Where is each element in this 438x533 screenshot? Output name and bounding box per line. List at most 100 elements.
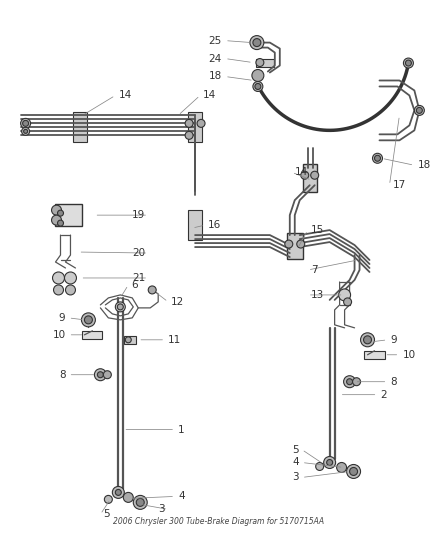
- Circle shape: [53, 272, 64, 284]
- Circle shape: [185, 119, 193, 127]
- Circle shape: [24, 130, 28, 133]
- Text: 2006 Chrysler 300 Tube-Brake Diagram for 5170715AA: 2006 Chrysler 300 Tube-Brake Diagram for…: [113, 518, 325, 526]
- Circle shape: [250, 36, 264, 50]
- Circle shape: [57, 220, 64, 226]
- Text: 14: 14: [295, 167, 308, 177]
- Circle shape: [256, 59, 264, 67]
- Circle shape: [85, 316, 92, 324]
- Circle shape: [374, 155, 381, 161]
- Text: 2: 2: [381, 390, 387, 400]
- Circle shape: [343, 298, 352, 306]
- Circle shape: [112, 487, 124, 498]
- Circle shape: [252, 69, 264, 82]
- Circle shape: [337, 463, 346, 472]
- Circle shape: [57, 210, 64, 216]
- Text: 15: 15: [311, 225, 324, 235]
- Circle shape: [301, 171, 309, 179]
- Circle shape: [324, 456, 336, 469]
- Text: 24: 24: [209, 53, 222, 63]
- Text: 11: 11: [168, 335, 181, 345]
- Circle shape: [52, 205, 61, 215]
- Bar: [303, 164, 317, 192]
- Text: 8: 8: [59, 370, 66, 379]
- Text: 6: 6: [131, 280, 138, 290]
- Bar: [287, 233, 303, 259]
- Text: 8: 8: [390, 377, 397, 387]
- Circle shape: [372, 154, 382, 163]
- Bar: [188, 210, 202, 240]
- Circle shape: [53, 285, 64, 295]
- Bar: [74, 112, 88, 142]
- Text: 19: 19: [132, 210, 145, 220]
- Circle shape: [125, 337, 131, 343]
- Circle shape: [311, 171, 319, 179]
- Circle shape: [133, 495, 147, 510]
- Circle shape: [316, 463, 324, 471]
- Circle shape: [339, 289, 350, 301]
- Text: 4: 4: [292, 457, 299, 467]
- Circle shape: [350, 467, 357, 475]
- Circle shape: [136, 498, 144, 506]
- Bar: [364, 351, 385, 359]
- Text: 9: 9: [59, 313, 66, 323]
- Text: 10: 10: [403, 350, 416, 360]
- Text: 25: 25: [209, 36, 222, 46]
- Text: 20: 20: [132, 248, 145, 258]
- Circle shape: [23, 120, 28, 126]
- Text: 14: 14: [118, 91, 131, 100]
- Text: 18: 18: [417, 160, 431, 170]
- Text: 7: 7: [311, 265, 318, 275]
- Text: 1: 1: [178, 425, 185, 434]
- Circle shape: [360, 333, 374, 347]
- Text: 17: 17: [392, 180, 406, 190]
- Circle shape: [95, 369, 106, 381]
- Circle shape: [346, 379, 353, 385]
- Bar: [124, 336, 136, 344]
- Circle shape: [406, 60, 411, 66]
- Circle shape: [64, 272, 77, 284]
- Text: 9: 9: [390, 335, 397, 345]
- Text: 13: 13: [311, 290, 324, 300]
- Circle shape: [185, 131, 193, 139]
- Circle shape: [285, 240, 293, 248]
- Circle shape: [414, 106, 424, 116]
- Text: 3: 3: [292, 472, 299, 482]
- Circle shape: [148, 286, 156, 294]
- Circle shape: [103, 371, 111, 379]
- Circle shape: [52, 215, 61, 225]
- Circle shape: [124, 492, 133, 503]
- Text: 14: 14: [203, 91, 216, 100]
- Circle shape: [104, 495, 112, 503]
- Bar: [54, 204, 82, 226]
- Circle shape: [66, 285, 75, 295]
- Text: 16: 16: [208, 220, 221, 230]
- Circle shape: [115, 489, 121, 495]
- Circle shape: [403, 58, 413, 68]
- Text: 10: 10: [53, 330, 66, 340]
- Circle shape: [255, 84, 261, 90]
- Text: 18: 18: [209, 71, 222, 82]
- Bar: [188, 112, 202, 142]
- Circle shape: [364, 336, 371, 344]
- Circle shape: [417, 108, 422, 114]
- Text: 21: 21: [132, 273, 145, 283]
- Circle shape: [117, 304, 124, 310]
- Circle shape: [97, 372, 103, 378]
- Text: 12: 12: [171, 297, 184, 307]
- Circle shape: [297, 240, 305, 248]
- Bar: [256, 59, 274, 67]
- Text: 4: 4: [178, 491, 185, 502]
- Circle shape: [197, 119, 205, 127]
- Circle shape: [346, 464, 360, 479]
- Circle shape: [327, 459, 332, 465]
- Circle shape: [353, 378, 360, 386]
- Circle shape: [343, 376, 356, 387]
- Circle shape: [253, 82, 263, 92]
- Text: 5: 5: [292, 445, 299, 455]
- Text: 5: 5: [103, 510, 110, 519]
- Bar: [82, 331, 102, 339]
- Circle shape: [21, 118, 31, 128]
- Circle shape: [253, 38, 261, 46]
- Circle shape: [115, 302, 125, 312]
- Circle shape: [81, 313, 95, 327]
